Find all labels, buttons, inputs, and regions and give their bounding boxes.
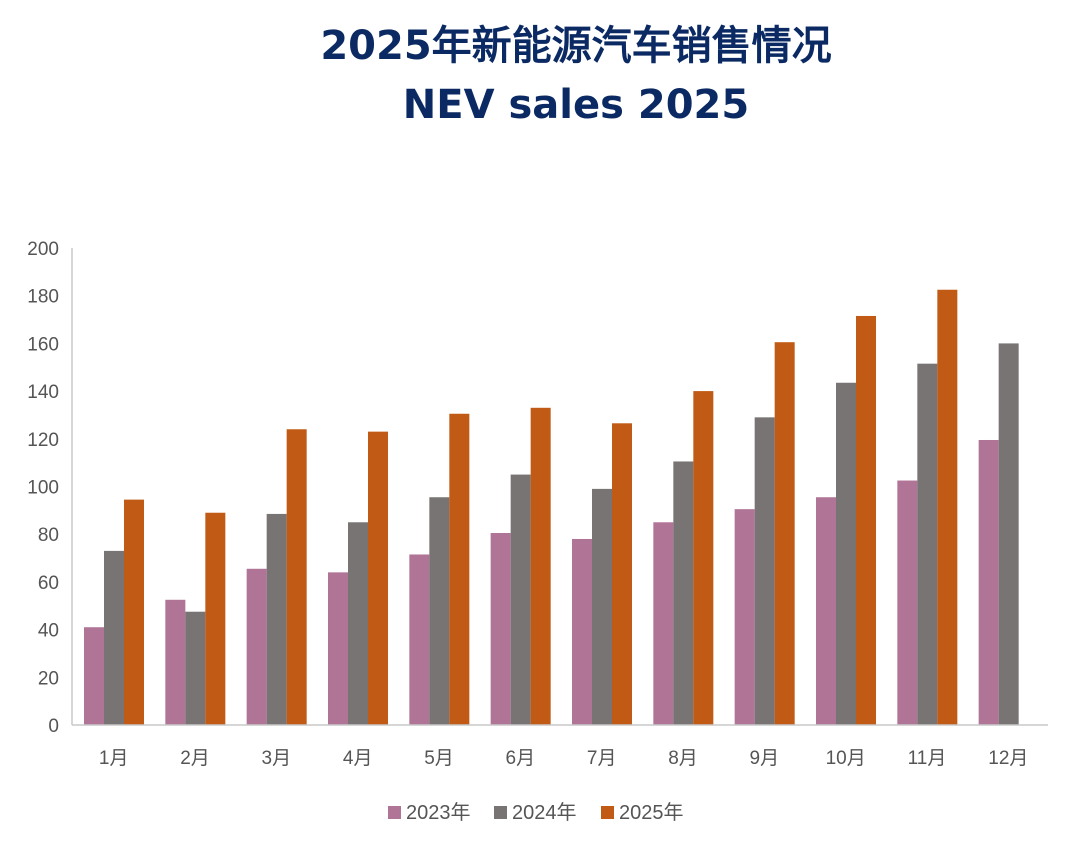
- bar-2023年-10月: [816, 497, 836, 725]
- y-tick-label: 140: [27, 382, 59, 403]
- bar-2025年-3月: [286, 429, 307, 725]
- y-tick-label: 60: [38, 573, 59, 594]
- bar-2024年-9月: [754, 417, 775, 725]
- y-tick-label: 160: [27, 334, 59, 355]
- x-tick-label: 9月: [750, 748, 780, 769]
- x-axis: 1月 2月 3月 4月 5月 6月 7月 8月 9月 10月 11月 12月: [72, 724, 1048, 769]
- x-tick-label: 6月: [506, 748, 536, 769]
- bar-2024年-1月: [104, 550, 124, 725]
- bar-2023年-8月: [653, 522, 674, 725]
- bar-2024年-7月: [592, 488, 612, 725]
- bar-2023年-1月: [84, 627, 104, 725]
- bar-2024年-8月: [673, 461, 694, 725]
- bar-2025年-11月: [937, 289, 958, 725]
- x-tick-label: 2月: [180, 748, 210, 769]
- x-tick-label: 10月: [826, 748, 866, 769]
- bar-2025年-5月: [449, 413, 470, 725]
- bar-2023年-2月: [165, 599, 186, 725]
- y-tick-label: 80: [38, 525, 59, 546]
- bar-2025年-9月: [774, 342, 795, 725]
- bar-2024年-6月: [510, 474, 531, 725]
- legend-swatch: [601, 806, 614, 819]
- legend-label: 2023年: [406, 801, 471, 824]
- y-tick-label: 0: [48, 716, 59, 737]
- chart-subtitle: NEV sales 2025: [402, 82, 750, 128]
- bar-2024年-10月: [836, 382, 856, 725]
- bar-2025年-10月: [856, 315, 876, 725]
- y-tick-label: 120: [27, 430, 59, 451]
- y-tick-label: 20: [38, 668, 59, 689]
- legend-swatch: [388, 806, 401, 819]
- bar-2025年-7月: [612, 423, 632, 725]
- bars: [84, 289, 1019, 725]
- bar-2025年-8月: [693, 391, 714, 725]
- y-tick-label: 100: [27, 478, 59, 499]
- bar-2023年-12月: [978, 439, 999, 725]
- y-tick-label: 40: [38, 621, 59, 642]
- legend: 2023年 2024年 2025年: [388, 801, 684, 824]
- chart-title: 2025年新能源汽车销售情况: [320, 23, 832, 69]
- legend-label: 2024年: [512, 801, 577, 824]
- y-tick-label: 200: [27, 239, 59, 260]
- x-tick-label: 8月: [668, 748, 698, 769]
- y-tick-label: 180: [27, 287, 59, 308]
- bar-2025年-1月: [124, 499, 144, 725]
- bar-2025年-2月: [205, 512, 226, 725]
- x-tick-label: 3月: [262, 748, 292, 769]
- bar-2023年-4月: [328, 572, 348, 725]
- bar-2023年-7月: [572, 538, 592, 725]
- bar-2024年-2月: [185, 611, 206, 725]
- bar-2023年-6月: [490, 533, 511, 725]
- x-tick-label: 12月: [988, 748, 1028, 769]
- bar-2023年-5月: [409, 554, 430, 725]
- y-axis: 0 20 40 60 80 100 120 140 160 180 200: [27, 239, 73, 737]
- legend-swatch: [494, 806, 507, 819]
- bar-2024年-11月: [917, 363, 938, 725]
- x-tick-label: 11月: [908, 748, 947, 769]
- bar-2023年-3月: [246, 568, 267, 725]
- bar-2024年-5月: [429, 497, 450, 725]
- legend-label: 2025年: [619, 801, 684, 824]
- x-tick-label: 7月: [587, 748, 617, 769]
- bar-2024年-4月: [348, 522, 368, 725]
- bar-2024年-12月: [998, 343, 1019, 725]
- x-tick-label: 5月: [424, 748, 454, 769]
- bar-2023年-11月: [897, 480, 918, 725]
- x-tick-label: 4月: [343, 748, 373, 769]
- bar-2023年-9月: [734, 509, 755, 725]
- bar-2024年-3月: [266, 513, 287, 725]
- bar-2025年-4月: [368, 431, 388, 725]
- x-tick-label: 1月: [99, 748, 129, 769]
- bar-2025年-6月: [530, 407, 551, 725]
